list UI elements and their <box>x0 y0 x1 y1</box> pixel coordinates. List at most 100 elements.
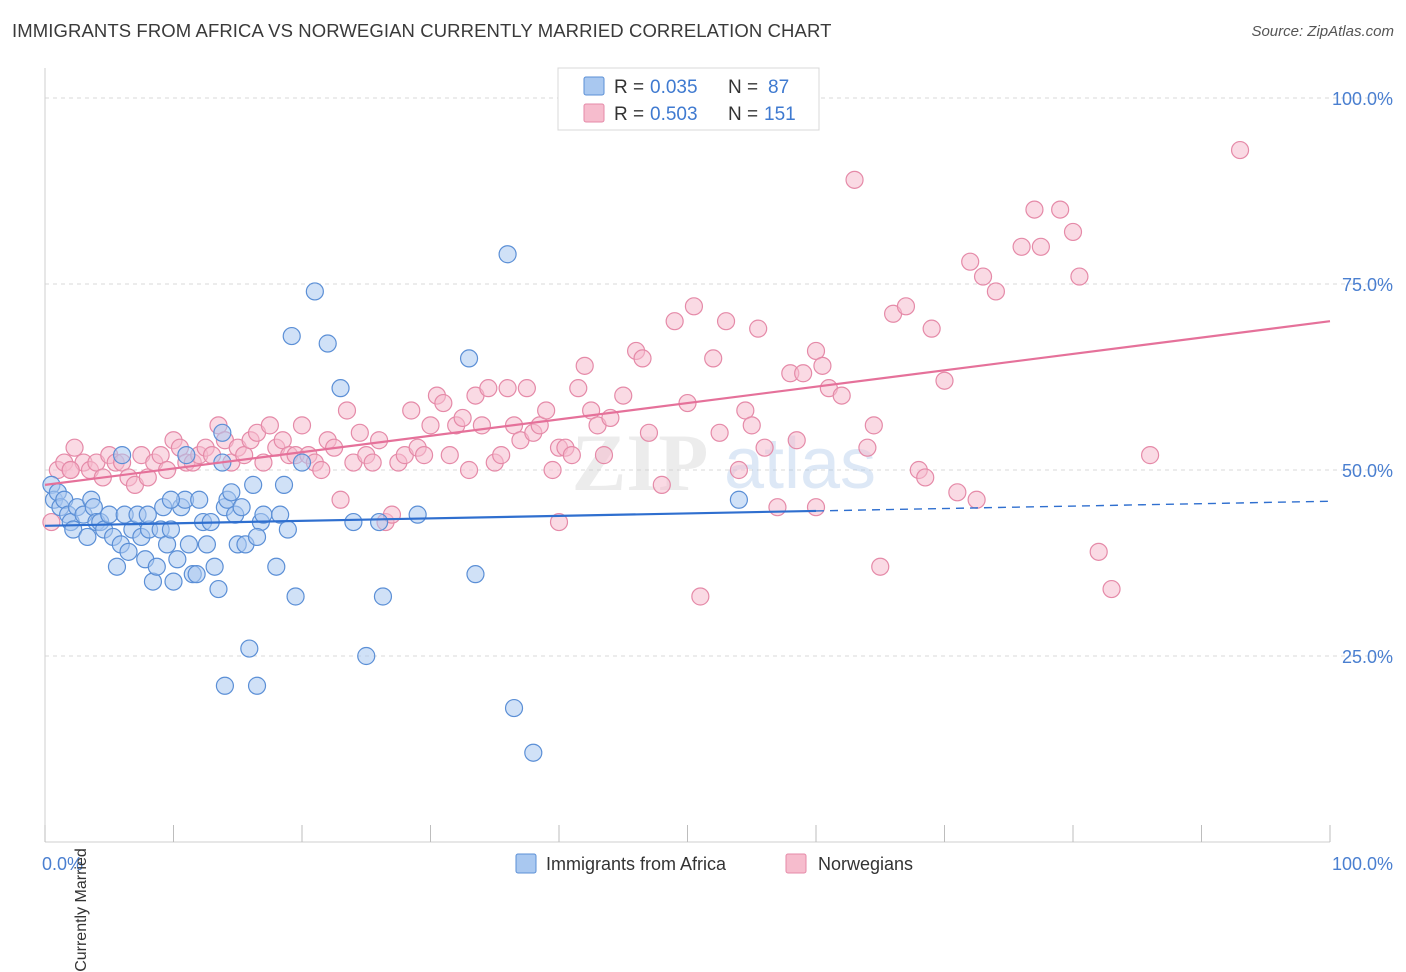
x-tick-label: 100.0% <box>1332 854 1393 874</box>
norwegians-point <box>742 416 761 435</box>
norwegians-point <box>986 282 1006 301</box>
africa-point <box>179 535 199 554</box>
y-tick-label: 75.0% <box>1342 275 1393 295</box>
norwegians-point <box>1070 267 1089 286</box>
norwegians-point <box>961 252 980 271</box>
africa-point <box>504 698 524 718</box>
africa-point <box>161 520 181 539</box>
norwegians-point <box>421 416 440 435</box>
y-axis-label: Currently Married <box>72 848 90 972</box>
norwegians-point <box>665 312 684 331</box>
africa-point <box>187 565 206 584</box>
norwegians-point <box>402 401 421 420</box>
norwegians-point <box>569 379 588 398</box>
africa-point <box>143 572 163 591</box>
norwegians-point <box>729 460 749 480</box>
norwegians-point <box>61 460 80 480</box>
africa-point <box>213 423 232 442</box>
africa-point <box>357 646 376 666</box>
legend-top-swatch-blue <box>583 76 605 96</box>
africa-point <box>278 520 297 539</box>
norwegians-point <box>1025 200 1044 219</box>
norwegians-point <box>832 386 851 405</box>
africa-point <box>305 282 324 301</box>
africa-point <box>190 490 209 509</box>
africa-point <box>138 505 157 524</box>
africa-point <box>408 505 427 524</box>
africa-point <box>112 446 132 465</box>
norwegians-point <box>845 170 864 189</box>
norwegians-point <box>1051 200 1070 219</box>
norwegians-point <box>42 512 61 532</box>
norwegians-point <box>755 438 774 457</box>
africa-trend-extension <box>815 500 1331 512</box>
africa-point <box>244 475 263 494</box>
africa-point <box>240 639 259 658</box>
norwegians-point <box>633 349 652 368</box>
legend-bottom: Immigrants from Africa Norwegians <box>515 853 913 874</box>
norwegians-point <box>967 490 986 509</box>
africa-point <box>215 676 234 695</box>
africa-point <box>157 535 177 554</box>
norwegians-point <box>65 438 84 457</box>
norwegians-point <box>858 438 877 457</box>
norwegians-point <box>749 319 768 338</box>
africa-point <box>168 550 187 569</box>
legend-label-norwegians: Norwegians <box>818 854 913 874</box>
legend-swatch-norwegians <box>785 853 807 874</box>
norwegians-points <box>42 140 1250 606</box>
africa-point <box>100 505 119 524</box>
africa-point <box>331 379 350 398</box>
africa-point <box>459 349 479 368</box>
africa-point <box>267 557 286 576</box>
legend-top-r-value: 0.503 <box>650 104 698 125</box>
africa-point <box>286 587 305 606</box>
norwegians-point <box>434 393 453 413</box>
norwegians-point <box>492 446 511 465</box>
norwegians-point <box>370 431 389 450</box>
norwegians-point <box>1012 237 1031 256</box>
norwegians-point <box>498 379 517 398</box>
norwegians-point <box>459 460 479 480</box>
gridlines <box>45 97 1392 657</box>
africa-point <box>729 490 749 509</box>
africa-point <box>466 565 485 584</box>
africa-point <box>222 483 241 502</box>
axes <box>44 68 1331 843</box>
africa-trend-line <box>44 509 817 527</box>
norwegians-point <box>896 297 916 316</box>
norwegians-point <box>549 512 569 532</box>
norwegians-point <box>453 408 472 428</box>
africa-point <box>197 535 217 554</box>
legend-label-africa: Immigrants from Africa <box>546 854 727 874</box>
norwegians-point <box>363 453 382 472</box>
africa-point <box>232 498 251 517</box>
norwegians-point <box>331 490 350 509</box>
norwegians-point <box>1031 237 1050 256</box>
norwegians-point <box>652 475 671 494</box>
norwegians-point <box>440 446 459 465</box>
africa-point <box>147 557 166 576</box>
legend-swatch-africa <box>515 853 537 874</box>
africa-point <box>274 475 294 494</box>
norwegians-point <box>575 356 594 375</box>
trend-lines <box>44 320 1331 527</box>
africa-point <box>78 527 97 547</box>
africa-point <box>177 446 196 465</box>
norwegians-point <box>871 557 890 576</box>
norwegians-point <box>710 423 729 442</box>
y-tick-label: 50.0% <box>1342 461 1393 481</box>
norwegians-point <box>787 431 806 450</box>
africa-point <box>205 557 224 576</box>
y-tick-label: 25.0% <box>1342 647 1393 667</box>
africa-point <box>292 453 312 472</box>
africa-point <box>107 557 127 576</box>
norwegians-point <box>414 446 434 465</box>
norwegians-point <box>639 423 659 442</box>
norwegians-point <box>916 468 935 487</box>
norwegians-point <box>260 416 279 435</box>
africa-point <box>247 676 267 695</box>
norwegians-point <box>794 364 813 383</box>
source-label: Source: ZipAtlas.com <box>1251 23 1394 40</box>
norwegians-point <box>1230 140 1250 160</box>
